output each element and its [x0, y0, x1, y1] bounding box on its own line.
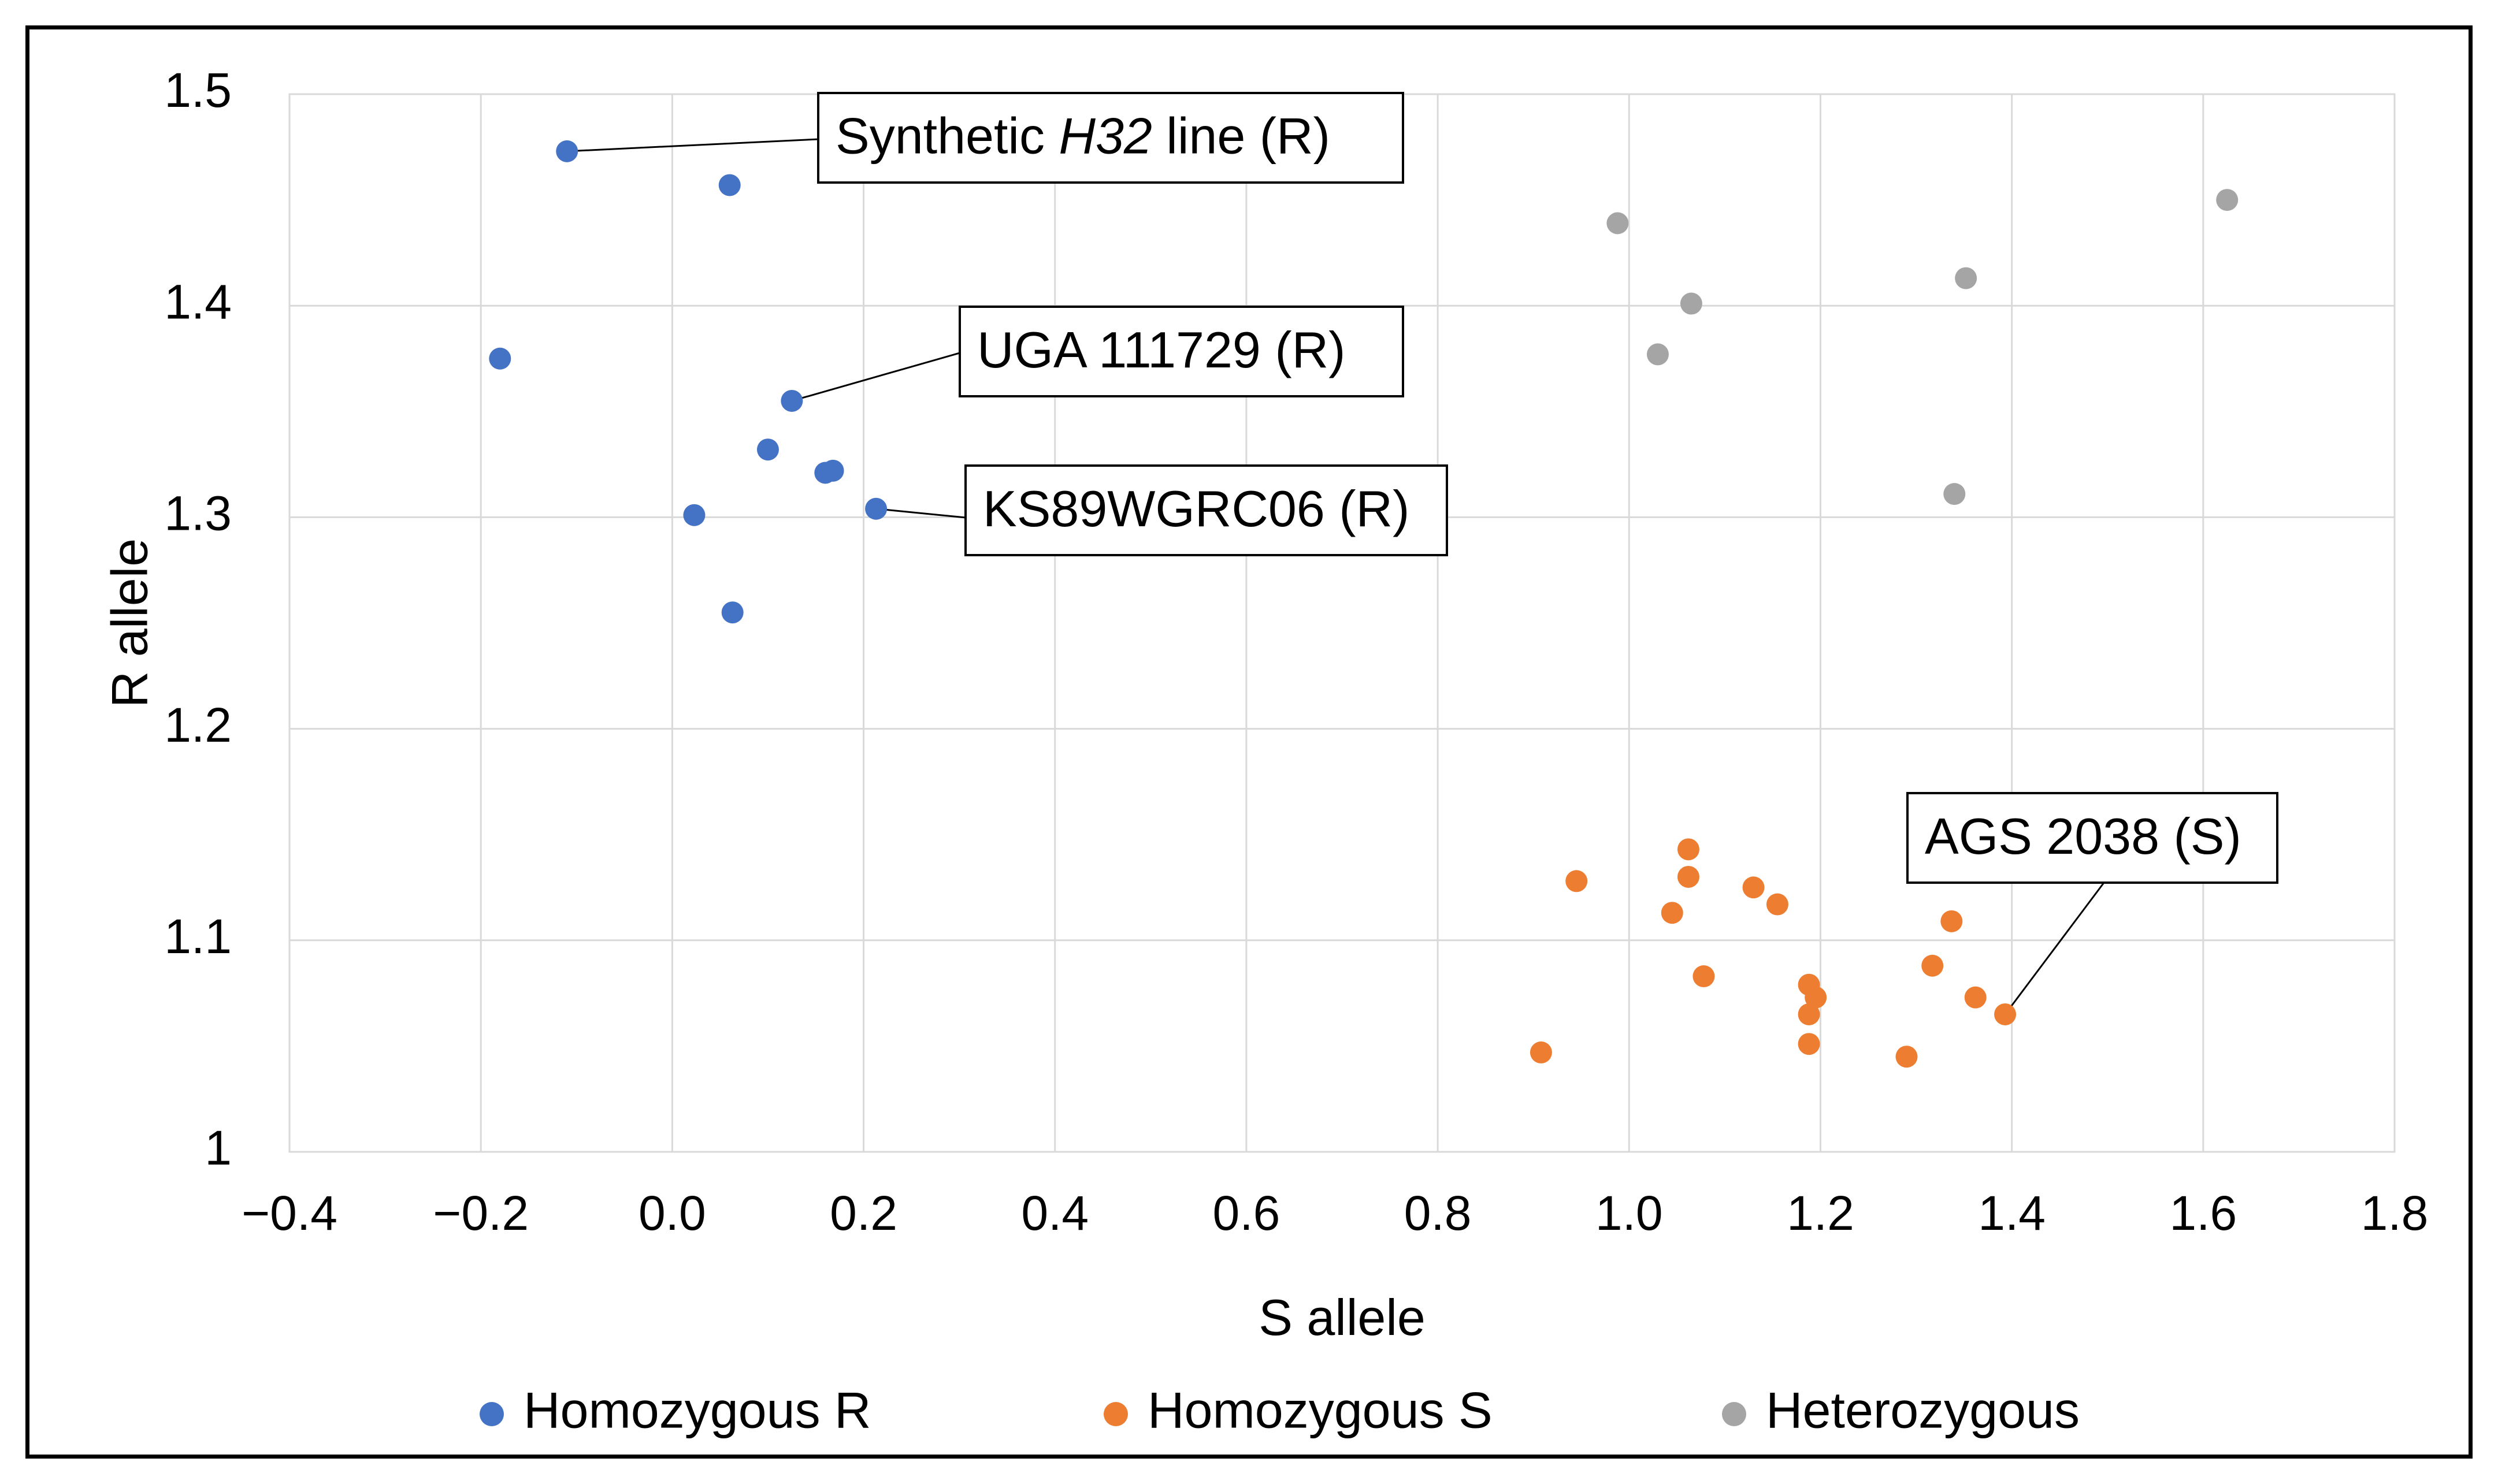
- scatter-point-series-1: [1994, 1003, 2017, 1025]
- y-tick-labels: 1 1.1 1.2 1.3 1.4 1.5: [164, 63, 232, 1175]
- x-tick-label: 1.2: [1787, 1186, 1854, 1240]
- callout-text-part: line (R): [1152, 107, 1330, 165]
- scatter-point-series-2: [1646, 343, 1669, 366]
- legend-label: Homozygous R: [524, 1381, 871, 1438]
- callout-leader-ags: [2004, 882, 2105, 1015]
- scatter-point-series-2: [1955, 267, 1977, 289]
- callout-text-italic-part: H32: [1059, 107, 1152, 165]
- callout-label-synthetic-h32: Synthetic H32 line (R): [836, 107, 1330, 165]
- scatter-point-series-0: [718, 174, 741, 196]
- x-tick-label: 1.6: [2169, 1186, 2237, 1240]
- y-tick-label: 1.4: [164, 274, 232, 329]
- scatter-point-series-0: [721, 601, 744, 624]
- scatter-point-series-1: [1921, 954, 1944, 977]
- callout-label-ags: AGS 2038 (S): [1925, 808, 2241, 865]
- callout-uga: UGA 111729 (R): [959, 306, 1404, 397]
- scatter-point-series-1: [1677, 865, 1699, 888]
- callout-label-uga: UGA 111729 (R): [977, 321, 1345, 378]
- x-tick-label: −0.2: [433, 1186, 529, 1240]
- scatter-point-series-2: [1606, 212, 1629, 235]
- x-axis-title: S allele: [1259, 1289, 1426, 1346]
- callout-box: [959, 306, 1404, 397]
- legend-label: Homozygous S: [1148, 1381, 1493, 1438]
- scatter-point-series-0: [556, 140, 578, 162]
- scatter-point-series-1: [1940, 910, 1963, 932]
- callout-ags: AGS 2038 (S): [1906, 792, 2278, 884]
- legend-label: Heterozygous: [1766, 1381, 2080, 1438]
- scatter-point-series-1: [1530, 1041, 1552, 1063]
- scatter-point-series-1: [1692, 965, 1715, 988]
- scatter-point-series-2: [2216, 189, 2239, 211]
- callout-box: [817, 92, 1404, 184]
- legend-marker: [1104, 1402, 1128, 1426]
- scatter-point-series-1: [1798, 1003, 1820, 1025]
- legend-marker: [480, 1402, 504, 1426]
- x-tick-label: 0.4: [1021, 1186, 1089, 1240]
- scatter-point-series-1: [1766, 893, 1788, 916]
- scatter-point-series-0: [865, 497, 888, 520]
- scatter-point-series-1: [1677, 838, 1699, 861]
- scatter-point-series-0: [781, 389, 803, 412]
- plot-area: [288, 93, 2396, 1153]
- scatter-point-series-1: [1805, 986, 1827, 1009]
- callout-ks89: KS89WGRC06 (R): [964, 464, 1448, 556]
- legend: Homozygous R Homozygous S Heterozygous: [480, 1381, 2080, 1438]
- callout-box: [1906, 792, 2278, 884]
- callout-box: [964, 464, 1448, 556]
- y-tick-label: 1.1: [164, 909, 232, 964]
- scatter-point-series-0: [756, 438, 779, 461]
- y-tick-label: 1.3: [164, 486, 232, 541]
- scatter-point-series-1: [1661, 902, 1683, 924]
- scatter-point-series-1: [1798, 1033, 1820, 1055]
- data-points: [489, 140, 2239, 1068]
- callout-leader-lines: [567, 138, 2105, 1015]
- y-tick-label: 1.2: [164, 698, 232, 752]
- x-tick-label: 0.2: [830, 1186, 897, 1240]
- x-tick-label: 0.0: [639, 1186, 706, 1240]
- scatter-point-series-0: [489, 347, 511, 370]
- callout-leader-synthetic-h32: [567, 138, 819, 153]
- scatter-point-series-1: [1742, 876, 1765, 899]
- legend-marker: [1722, 1402, 1746, 1426]
- y-tick-label: 1: [205, 1121, 232, 1175]
- scatter-chart: −0.4 −0.2 0.0 0.2 0.4 0.6 0.8 1.0 1.2 1.4 1.6 1.8 1…: [101, 63, 2428, 1438]
- plot-area-border: [288, 93, 2396, 1153]
- callout-leader-uga: [791, 352, 960, 402]
- callout-label-ks89: KS89WGRC06 (R): [983, 480, 1409, 537]
- x-tick-label: 1.4: [1978, 1186, 2046, 1240]
- callout-synthetic-h32: Synthetic H32 line (R): [817, 92, 1404, 184]
- x-tick-label: 0.6: [1213, 1186, 1280, 1240]
- scatter-point-series-1: [1964, 986, 1987, 1009]
- x-tick-label: 0.8: [1404, 1186, 1472, 1240]
- x-tick-label: −0.4: [242, 1186, 337, 1240]
- chart-frame: −0.4 −0.2 0.0 0.2 0.4 0.6 0.8 1.0 1.2 1.4 1.6 1.8 1…: [25, 25, 2473, 1459]
- gridlines: [288, 93, 2396, 1153]
- x-tick-labels: −0.4 −0.2 0.0 0.2 0.4 0.6 0.8 1.0 1.2 1.4 1.6 1.8: [242, 1186, 2428, 1240]
- y-tick-label: 1.5: [164, 63, 232, 117]
- y-axis-title: R allele: [101, 538, 158, 708]
- x-tick-label: 1.8: [2361, 1186, 2429, 1240]
- scatter-point-series-2: [1680, 292, 1702, 315]
- scatter-point-series-1: [1895, 1046, 1918, 1068]
- callout-text-part: Synthetic: [836, 107, 1059, 165]
- callout-labels: Synthetic H32 line (R) UGA 111729 (R) KS…: [817, 92, 2278, 884]
- scatter-point-series-1: [1565, 870, 1588, 892]
- callout-leader-ks89: [875, 508, 966, 519]
- x-tick-label: 1.0: [1595, 1186, 1663, 1240]
- scatter-point-series-0: [683, 504, 706, 526]
- scatter-point-series-0: [822, 459, 844, 482]
- scatter-point-series-2: [1943, 483, 1966, 505]
